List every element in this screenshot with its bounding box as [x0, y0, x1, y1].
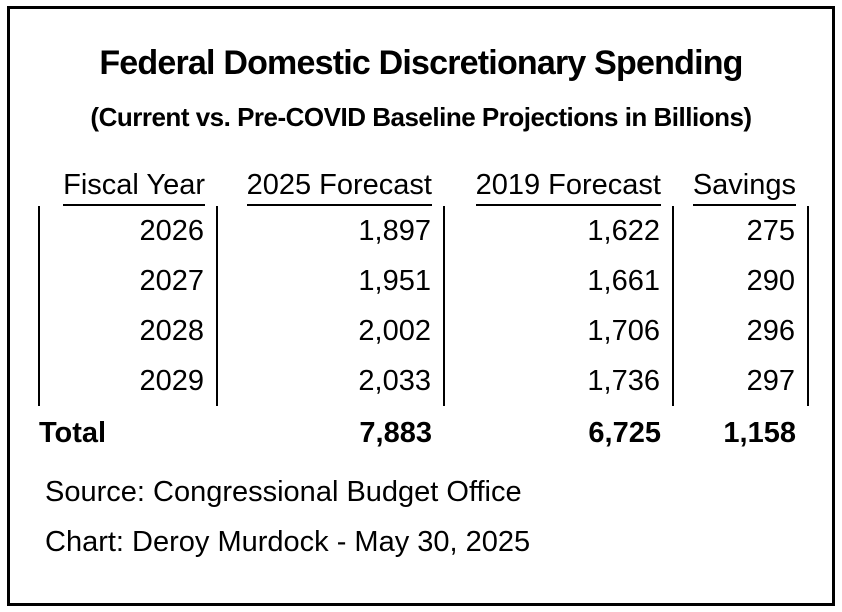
cell-fiscal-year: 2027 — [38, 256, 217, 306]
cell-2019-forecast: 1,736 — [443, 356, 673, 406]
total-2019-forecast: 6,725 — [588, 416, 661, 449]
source-note: Source: Congressional Budget Office — [45, 476, 522, 508]
chart-subtitle: (Current vs. Pre-COVID Baseline Projecti… — [90, 102, 752, 132]
table-row-2029: 2029 2,033 1,736 297 — [38, 356, 809, 406]
cell-savings: 296 — [672, 306, 809, 356]
cell-2019-forecast: 1,661 — [443, 256, 673, 306]
table-header-row: Fiscal Year 2025 Forecast 2019 Forecast … — [39, 162, 808, 206]
cell-2019-forecast: 1,706 — [443, 306, 673, 356]
column-header-savings: Savings — [673, 162, 808, 206]
table-row-2028: 2028 2,002 1,706 296 — [38, 306, 809, 356]
total-savings: 1,158 — [723, 416, 796, 449]
column-header-fiscal-year: Fiscal Year — [39, 162, 217, 206]
cell-fiscal-year: 2029 — [38, 356, 217, 406]
total-label: Total — [39, 416, 107, 449]
column-header-fiscal-year-label: Fiscal Year — [63, 169, 205, 206]
chart-title: Federal Domestic Discretionary Spending — [99, 44, 743, 82]
column-header-2019-forecast: 2019 Forecast — [444, 162, 673, 206]
cell-2025-forecast: 2,002 — [216, 306, 444, 356]
spending-table: Fiscal Year 2025 Forecast 2019 Forecast … — [38, 162, 809, 460]
cell-savings: 297 — [672, 356, 809, 406]
table-row-2026: 2026 1,897 1,622 275 — [38, 206, 809, 256]
credit-note: Chart: Deroy Murdock - May 30, 2025 — [45, 526, 531, 558]
table-total-row: Total 7,883 6,725 1,158 — [39, 406, 808, 460]
cell-savings: 275 — [672, 206, 809, 256]
cell-2019-forecast: 1,622 — [443, 206, 673, 256]
total-2025-forecast: 7,883 — [359, 416, 432, 449]
cell-fiscal-year: 2026 — [38, 206, 217, 256]
column-header-2025-forecast: 2025 Forecast — [217, 162, 444, 206]
cell-2025-forecast: 1,951 — [216, 256, 444, 306]
cell-fiscal-year: 2028 — [38, 306, 217, 356]
cell-2025-forecast: 2,033 — [216, 356, 444, 406]
cell-2025-forecast: 1,897 — [216, 206, 444, 256]
table-row-2027: 2027 1,951 1,661 290 — [38, 256, 809, 306]
column-header-savings-label: Savings — [692, 169, 796, 206]
column-header-2019-forecast-label: 2019 Forecast — [475, 169, 661, 206]
column-header-2025-forecast-label: 2025 Forecast — [246, 169, 432, 206]
cell-savings: 290 — [672, 256, 809, 306]
